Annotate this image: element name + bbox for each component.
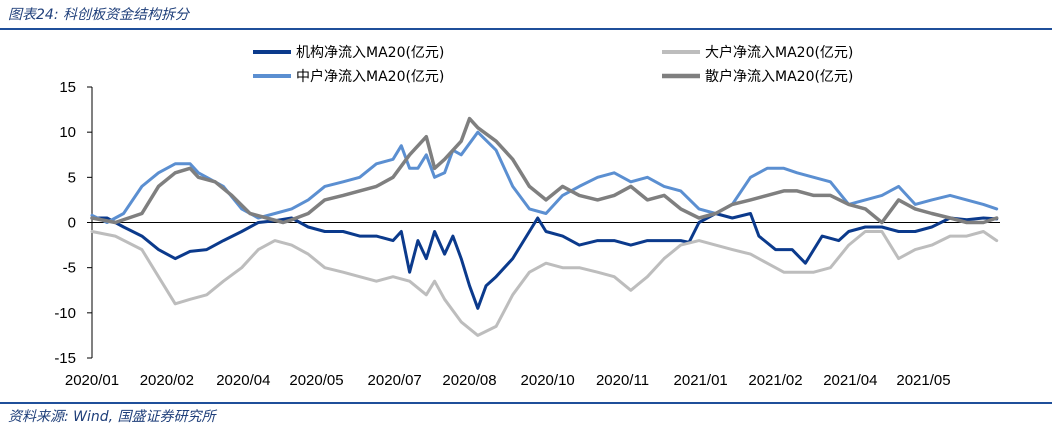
x-tick-label: 2020/01 — [65, 372, 119, 389]
top-rule — [0, 28, 1052, 30]
x-tick-label: 2021/01 — [674, 372, 728, 389]
plot-area — [90, 116, 999, 337]
y-tick-label: -10 — [54, 305, 76, 322]
y-tick-label: 10 — [59, 124, 76, 141]
x-tick-label: 2020/07 — [368, 372, 422, 389]
series-line-4 — [90, 116, 999, 225]
x-tick-label: 2020/02 — [140, 372, 194, 389]
series-line-2 — [90, 230, 999, 337]
x-tick-label: 2021/05 — [896, 372, 950, 389]
y-tick-label: 15 — [59, 79, 76, 96]
legend-label: 中户净流入MA20(亿元) — [296, 68, 444, 85]
figure-source: 资料来源: Wind, 国盛证券研究所 — [8, 409, 216, 425]
bottom-rule — [0, 402, 1052, 404]
legend-label: 散户净流入MA20(亿元) — [705, 68, 853, 85]
x-tick-label: 2020/11 — [596, 372, 649, 389]
figure-title: 图表24: 科创板资金结构拆分 — [8, 7, 189, 23]
legend-label: 机构净流入MA20(亿元) — [296, 45, 444, 61]
x-tick-label: 2021/04 — [823, 372, 877, 389]
series-line-1 — [90, 212, 999, 310]
legend-label: 大户净流入MA20(亿元) — [705, 44, 853, 61]
line-chart: 机构净流入MA20(亿元) 大户净流入MA20(亿元) 中户净流入MA20(亿元) 散… — [54, 44, 1000, 389]
x-tick-label: 2020/08 — [442, 372, 496, 389]
chart-axes: 15 10 5 0 -5 -10 -15 2020/01 2020/02 2020/04 2020/… — [54, 79, 1000, 389]
x-tick-label: 2020/04 — [216, 372, 270, 389]
x-tick-label: 2021/02 — [748, 372, 802, 389]
y-tick-label: 0 — [68, 215, 76, 232]
chart-legend: 机构净流入MA20(亿元) 大户净流入MA20(亿元) 中户净流入MA20(亿元) 散… — [253, 44, 853, 85]
y-tick-label: -15 — [54, 350, 76, 367]
x-tick-label: 2020/10 — [521, 372, 575, 389]
y-tick-label: -5 — [63, 260, 76, 277]
x-tick-label: 2020/05 — [289, 372, 343, 389]
series-line-3 — [90, 130, 999, 224]
y-tick-label: 5 — [68, 169, 76, 186]
